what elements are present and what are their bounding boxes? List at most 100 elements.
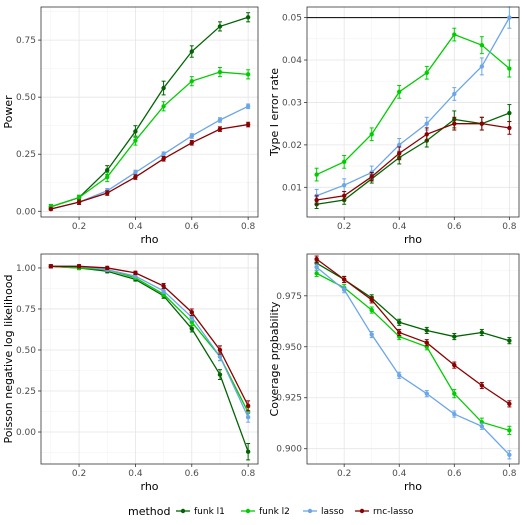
data-point bbox=[341, 182, 347, 188]
data-point bbox=[314, 265, 319, 270]
series-line bbox=[50, 16, 249, 208]
legend-key-point bbox=[245, 508, 251, 514]
data-point bbox=[507, 452, 512, 458]
data-point bbox=[245, 449, 251, 454]
data-point bbox=[217, 24, 223, 29]
data-point bbox=[217, 372, 223, 377]
data-point bbox=[507, 66, 512, 71]
data-point bbox=[452, 391, 457, 396]
x-tick-label: 0.8 bbox=[241, 222, 256, 232]
y-tick-label: 0.00 bbox=[16, 428, 36, 438]
y-tick-label: 0.25 bbox=[16, 150, 36, 160]
x-axis-title: rho bbox=[140, 233, 158, 246]
data-point bbox=[133, 129, 138, 134]
data-point bbox=[217, 354, 223, 359]
data-point bbox=[507, 125, 512, 131]
data-point bbox=[341, 277, 347, 282]
data-point bbox=[507, 110, 512, 116]
data-point bbox=[479, 42, 485, 48]
series-line bbox=[50, 265, 249, 407]
data-point bbox=[217, 117, 223, 123]
data-point bbox=[314, 197, 319, 203]
panel-border bbox=[40, 6, 259, 218]
legend-item-funk-l1: funk l1 bbox=[176, 507, 225, 517]
data-point bbox=[189, 133, 194, 139]
x-tick-label: 0.2 bbox=[72, 469, 86, 479]
data-point bbox=[189, 314, 194, 320]
data-point bbox=[245, 415, 251, 420]
x-axis-title: rho bbox=[404, 233, 422, 246]
x-tick-label: 0.6 bbox=[447, 222, 462, 232]
data-point bbox=[397, 320, 402, 325]
data-point bbox=[161, 283, 166, 289]
data-point bbox=[424, 132, 429, 137]
series-line bbox=[50, 105, 249, 210]
legend-item-lasso: lasso bbox=[303, 507, 344, 517]
legend-item-rnc-lasso: rnc-lasso bbox=[355, 507, 414, 517]
series-line bbox=[50, 123, 249, 210]
data-point bbox=[245, 122, 251, 127]
x-tick-label: 0.2 bbox=[337, 222, 351, 232]
series-line bbox=[50, 265, 249, 418]
data-point bbox=[479, 64, 485, 69]
x-tick-label: 0.4 bbox=[392, 222, 407, 232]
data-point bbox=[397, 330, 402, 335]
data-point bbox=[452, 334, 457, 339]
data-point bbox=[133, 270, 138, 276]
data-point bbox=[161, 104, 166, 109]
data-point bbox=[245, 403, 251, 408]
y-axis-title: Type I error rate bbox=[268, 68, 281, 157]
legend: method funk l1 funk l2 lasso rnc-lasso bbox=[128, 505, 414, 518]
data-point bbox=[245, 72, 251, 77]
legend-label: rnc-lasso bbox=[373, 507, 414, 517]
data-point bbox=[105, 190, 110, 196]
data-point bbox=[424, 391, 429, 396]
data-point bbox=[217, 69, 223, 75]
series-line bbox=[316, 17, 510, 197]
y-tick-label: 0.03 bbox=[282, 98, 302, 108]
legend-key-point bbox=[180, 508, 186, 514]
data-point bbox=[161, 288, 166, 294]
data-point bbox=[245, 15, 251, 20]
x-tick-label: 0.8 bbox=[241, 469, 256, 479]
data-point bbox=[189, 49, 194, 54]
legend-items: funk l1 funk l2 lasso rnc-lasso bbox=[176, 507, 414, 517]
y-tick-label: 0.975 bbox=[276, 292, 302, 302]
y-tick-label: 0.75 bbox=[16, 36, 36, 46]
data-point bbox=[189, 140, 194, 146]
series-line bbox=[316, 123, 510, 201]
panel-power: 0.2 0.4 0.6 0.8 0.00 0.25 0.50 0.75 rho Power bbox=[2, 6, 259, 246]
data-point bbox=[507, 338, 512, 343]
series-line bbox=[316, 258, 510, 405]
x-tick-label: 0.4 bbox=[128, 469, 143, 479]
data-point bbox=[341, 193, 347, 198]
data-point bbox=[105, 168, 110, 173]
data-point bbox=[161, 156, 166, 161]
data-point bbox=[161, 152, 166, 157]
y-tick-label: 0.04 bbox=[282, 56, 302, 66]
y-tick-label: 0.925 bbox=[276, 394, 302, 404]
legend-label: funk l1 bbox=[194, 507, 225, 517]
y-tick-label: 0.02 bbox=[282, 141, 302, 151]
data-point bbox=[105, 265, 110, 271]
data-point bbox=[314, 172, 319, 177]
data-point bbox=[217, 126, 223, 132]
x-tick-label: 0.6 bbox=[185, 469, 200, 479]
data-point bbox=[424, 121, 429, 126]
legend-label: lasso bbox=[321, 507, 344, 517]
y-axis-title: Poisson negative log likelihood bbox=[2, 275, 15, 444]
x-tick-label: 0.4 bbox=[128, 222, 143, 232]
data-point bbox=[397, 373, 402, 378]
y-tick-label: 0.25 bbox=[16, 387, 36, 397]
series-funk-l2 bbox=[48, 66, 251, 210]
data-point bbox=[217, 347, 223, 353]
panel-border bbox=[306, 253, 520, 465]
y-tick-label: 0.00 bbox=[16, 207, 36, 217]
panel-border bbox=[40, 253, 259, 465]
data-point bbox=[341, 159, 347, 165]
data-point bbox=[452, 91, 457, 97]
data-point bbox=[479, 383, 485, 388]
data-point bbox=[76, 195, 82, 200]
series-line bbox=[316, 112, 510, 205]
